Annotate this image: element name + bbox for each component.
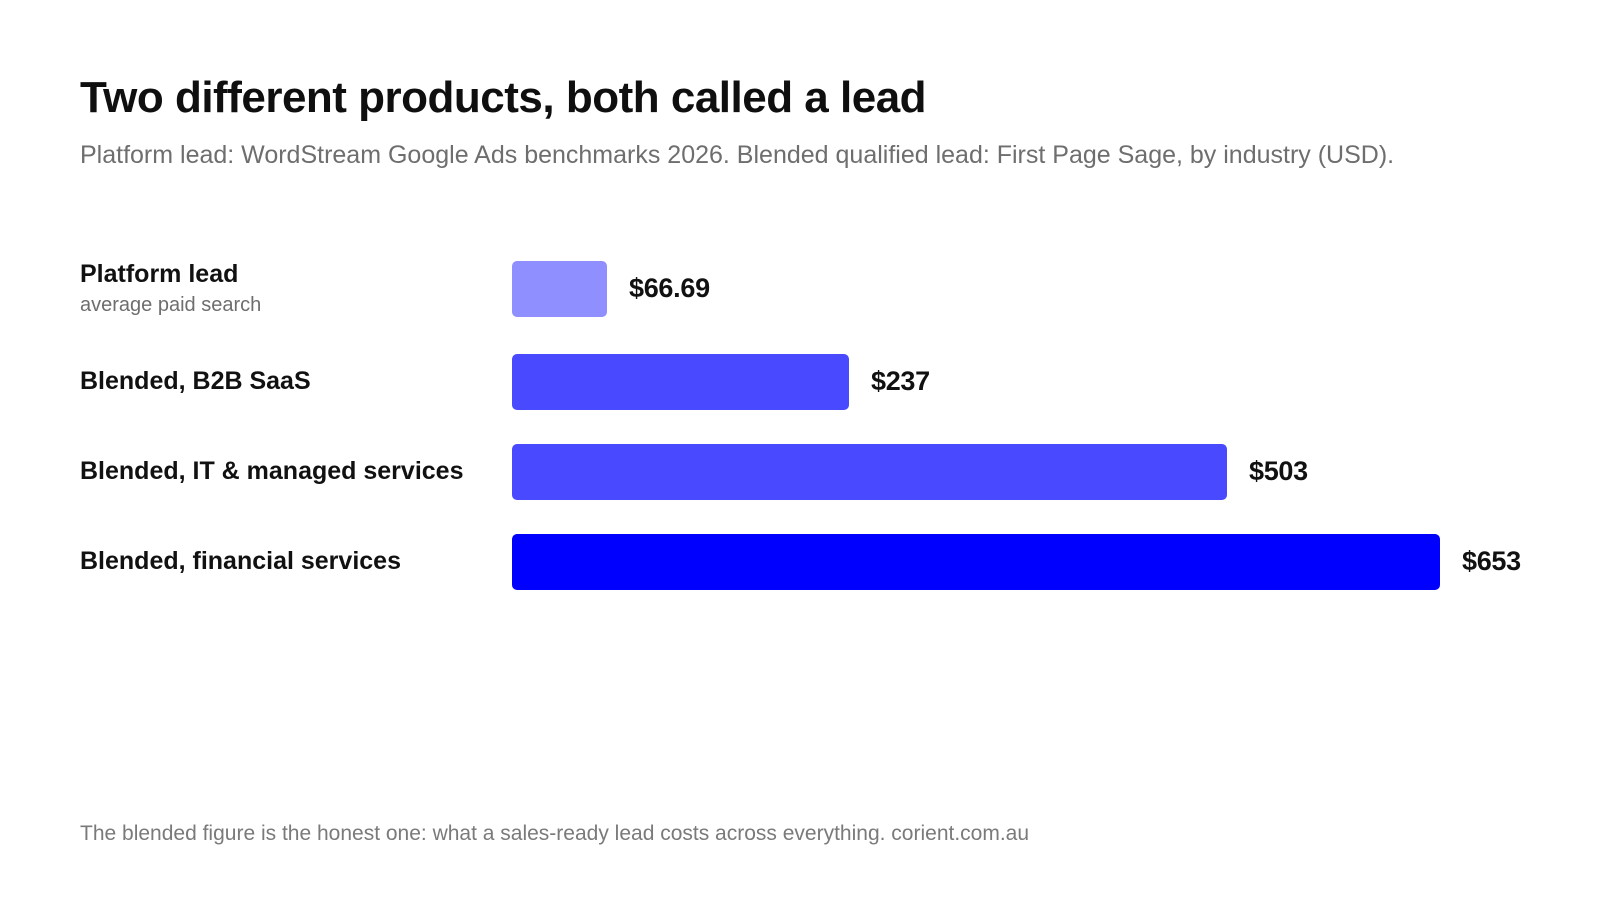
bar — [512, 354, 849, 410]
category-label: Platform lead — [80, 260, 239, 288]
data-label: $653 — [1462, 546, 1521, 576]
bar — [512, 261, 607, 317]
data-label: $503 — [1249, 456, 1308, 486]
chart-footer-note: The blended figure is the honest one: wh… — [80, 822, 1030, 845]
chart-title: Two different products, both called a le… — [80, 73, 927, 122]
category-label: Blended, IT & managed services — [80, 457, 464, 485]
data-label: $237 — [871, 366, 930, 396]
bar — [512, 534, 1440, 590]
category-label: Blended, B2B SaaS — [80, 367, 311, 395]
data-label: $66.69 — [629, 273, 710, 303]
chart-subtitle: Platform lead: WordStream Google Ads ben… — [80, 141, 1395, 169]
category-label: Blended, financial services — [80, 547, 401, 575]
bar — [512, 444, 1227, 500]
category-sublabel: average paid search — [80, 294, 262, 316]
